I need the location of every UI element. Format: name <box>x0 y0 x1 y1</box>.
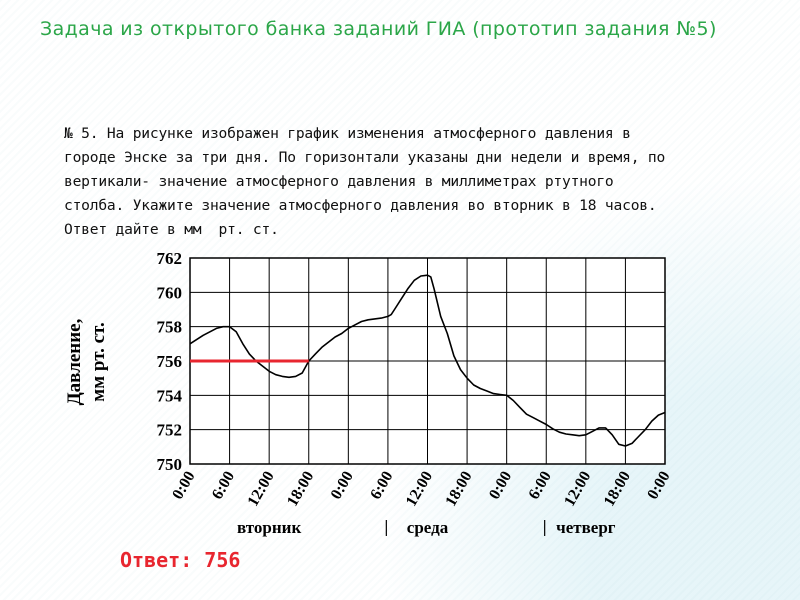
x-tick-label: 6:00 <box>209 469 238 503</box>
day-label: четверг <box>556 518 616 537</box>
problem-line: городе Энске за три дня. По горизонтали … <box>64 149 666 166</box>
day-label: вторник <box>237 518 301 537</box>
pressure-line <box>189 274 666 447</box>
answer-text: Ответ: 756 <box>120 548 241 572</box>
x-tick-label: 12:00 <box>403 469 436 510</box>
x-tick-label: 0:00 <box>486 468 515 502</box>
problem-statement: № 5. На рисунке изображен график изменен… <box>64 122 774 242</box>
y-axis-label: мм рт. ст. <box>88 322 109 401</box>
x-tick-label: 12:00 <box>244 469 277 510</box>
x-tick-label: 6:00 <box>526 469 555 503</box>
x-tick-label: 0:00 <box>328 469 357 503</box>
x-tick-label: 18:00 <box>284 469 317 510</box>
problem-line: № 5. На рисунке изображен график изменен… <box>64 125 631 142</box>
x-tick-label: 12:00 <box>561 469 594 510</box>
problem-line: вертикали- значение атмосферного давлени… <box>64 173 614 190</box>
y-tick-label: 756 <box>157 352 183 371</box>
day-label: среда <box>407 518 449 537</box>
y-tick-label: 752 <box>157 421 183 440</box>
slide-title: Задача из открытого банка заданий ГИА (п… <box>40 18 717 40</box>
x-tick-label: 18:00 <box>442 469 475 510</box>
y-tick-label: 762 <box>157 249 183 268</box>
y-tick-label: 754 <box>157 386 183 405</box>
y-axis-label: Давление, <box>64 318 85 405</box>
x-tick-label: 18:00 <box>601 469 634 510</box>
y-tick-label: 760 <box>157 283 183 302</box>
x-tick-label: 6:00 <box>367 469 396 503</box>
problem-line: столба. Укажите значение атмосферного да… <box>64 197 657 214</box>
x-tick-label: 0:00 <box>644 469 673 503</box>
y-tick-label: 758 <box>157 318 183 337</box>
y-tick-label: 750 <box>157 455 183 474</box>
problem-line: Ответ дайте в мм рт. ст. <box>64 221 279 238</box>
